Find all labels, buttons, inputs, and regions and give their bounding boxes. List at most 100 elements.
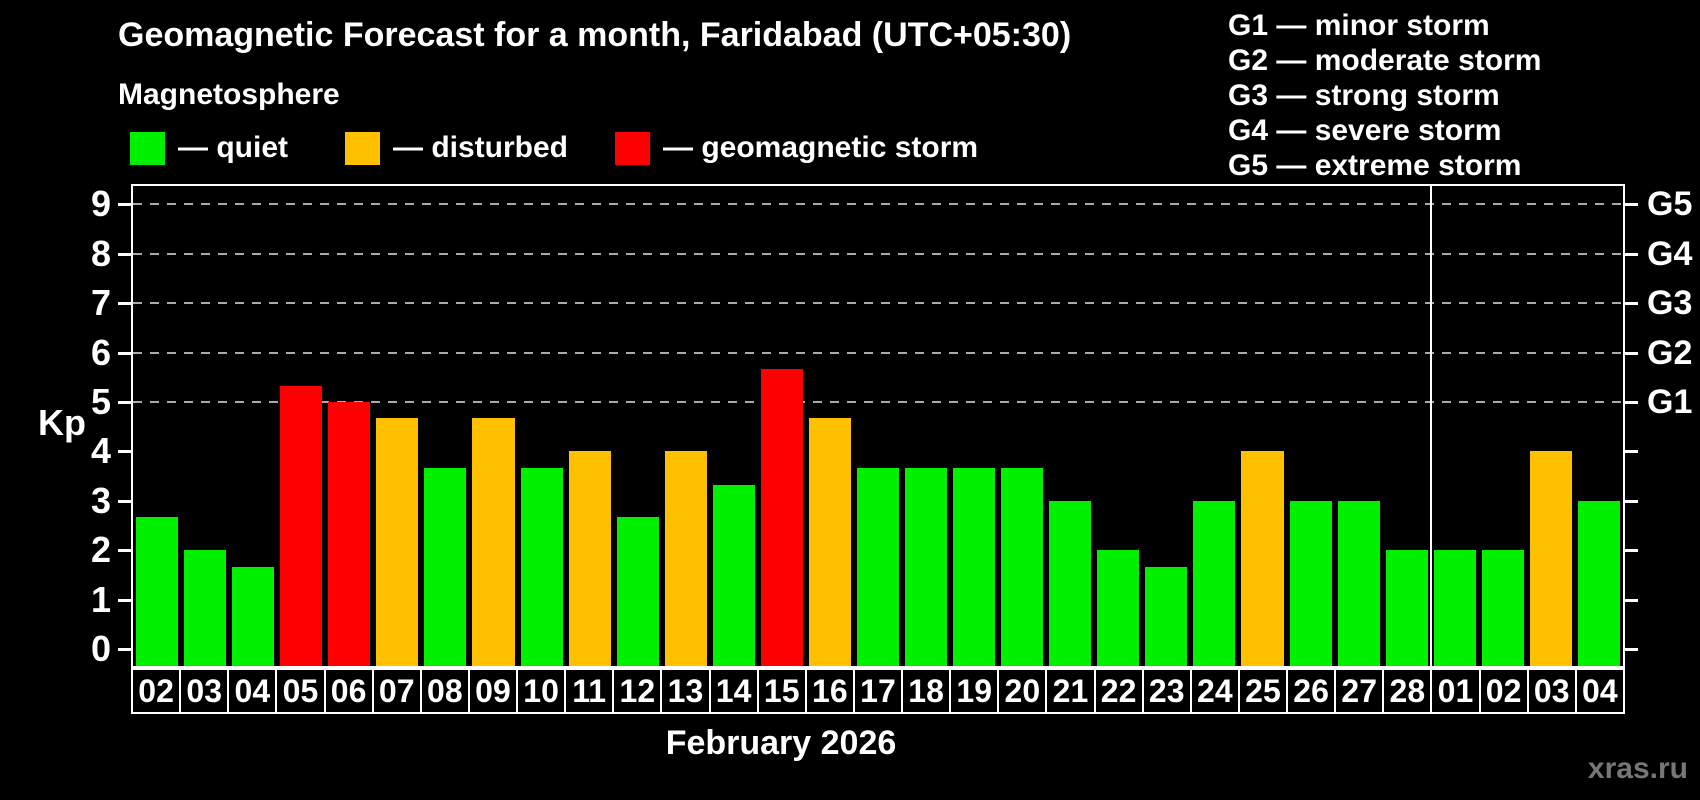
gridline-kp8 [133,252,1623,255]
kp-bar-24 [1193,500,1236,666]
kp-bar-27 [1337,500,1380,666]
right-tick-kp5 [1625,401,1638,404]
kp-bar-15 [760,368,803,666]
month-separator-line [1429,186,1432,666]
right-tick-kp9 [1625,203,1638,207]
date-cell-03-feb: 03 [179,668,230,714]
g4-legend-line: G4 — severe storm [1228,114,1502,147]
g1-legend-line: G1 — minor storm [1228,9,1490,42]
y-tick-label-1: 1 [90,578,111,620]
left-tick-kp2 [118,549,131,553]
kp-bar-03 [184,550,227,666]
kp-bar-06 [328,402,371,666]
kp-bar-14 [712,484,755,666]
g3-legend-line: G3 — strong storm [1228,79,1500,112]
disturbed-color-swatch [345,131,380,165]
date-cell-01-mar: 01 [1430,668,1481,714]
date-cell-20-feb: 20 [997,668,1048,714]
date-cell-12-feb: 12 [612,668,663,714]
kp-bar-03 [1529,451,1572,666]
kp-bar-02 [136,517,179,666]
left-tick-kp9 [118,203,131,207]
date-cell-06-feb: 06 [323,668,374,714]
right-tick-kp7 [1625,302,1638,306]
kp-bar-09 [472,418,515,666]
kp-bar-08 [424,467,467,666]
right-axis-label-G5: G5 [1647,185,1693,224]
y-tick-label-3: 3 [90,479,111,521]
date-cell-02-mar: 02 [1478,668,1529,714]
date-cell-15-feb: 15 [756,668,807,714]
plot-area: 0 1 2 3 4 5 6 7 8 9 G1 G2 G3 G4 G5 [91,184,1692,669]
date-cell-11-feb: 11 [564,668,615,714]
date-cell-25-feb: 25 [1237,668,1288,714]
right-tick-kp3 [1625,499,1638,503]
y-tick-label-6: 6 [90,331,111,373]
kp-bar-04 [1577,500,1620,666]
kp-bar-05 [280,385,323,666]
right-tick-kp6 [1625,351,1638,355]
date-cell-23-feb: 23 [1141,668,1192,714]
kp-bar-25 [1241,451,1284,666]
left-tick-kp6 [118,351,131,355]
storm-color-swatch [615,131,650,165]
kp-bar-13 [664,451,707,666]
date-cell-22-feb: 22 [1093,668,1144,714]
kp-bar-19 [953,467,996,666]
right-axis-label-G4: G4 [1647,234,1693,273]
date-cell-21-feb: 21 [1045,668,1096,714]
y-tick-label-5: 5 [90,381,111,422]
kp-bar-11 [568,451,611,666]
kp-bar-18 [905,467,948,666]
g5-legend-line: G5 — extreme storm [1228,149,1522,182]
left-tick-kp5 [118,401,131,404]
date-cell-13-feb: 13 [660,668,711,714]
right-tick-kp2 [1625,549,1638,553]
gridline-kp7 [133,302,1623,305]
left-tick-kp1 [118,598,131,602]
y-tick-label-4: 4 [90,430,111,472]
kp-bar-23 [1145,566,1188,666]
y-tick-label-0: 0 [90,628,111,669]
kp-bar-12 [616,517,659,666]
storm-scale-legend: G1 — minor storm G2 — moderate storm G3 … [1228,8,1541,183]
right-tick-kp4 [1625,450,1638,454]
left-tick-kp8 [118,252,131,256]
date-cell-10-feb: 10 [516,668,567,714]
date-cell-02-feb: 02 [131,668,182,714]
kp-bar-10 [520,467,563,666]
right-tick-kp1 [1625,598,1638,602]
y-tick-label-7: 7 [90,282,111,324]
kp-bar-17 [856,467,900,666]
date-cell-09-feb: 09 [467,668,518,714]
g2-legend-line: G2 — moderate storm [1228,44,1542,77]
right-axis-label-G2: G2 [1647,333,1693,372]
gridline-kp5 [133,401,1623,403]
kp-bar-21 [1049,500,1092,666]
date-cell-17-feb: 17 [852,668,903,714]
kp-bar-26 [1289,500,1332,666]
date-cell-08-feb: 08 [419,668,470,714]
kp-bar-02 [1481,550,1524,666]
date-cell-19-feb: 19 [949,668,1000,714]
date-cell-05-feb: 05 [275,668,326,714]
month-label: February 2026 [665,724,897,762]
plot-inner [133,186,1623,666]
left-tick-kp3 [118,499,131,503]
date-cell-04-mar: 04 [1574,668,1625,714]
kp-bar-04 [232,566,275,666]
date-cell-16-feb: 16 [804,668,855,714]
legend-label: — geomagnetic storm [663,131,979,164]
gridline-kp9 [133,203,1623,206]
date-cell-18-feb: 18 [901,668,952,714]
kp-bar-28 [1385,550,1428,666]
date-cell-07-feb: 07 [371,668,422,714]
date-cell-28-feb: 28 [1382,668,1433,714]
right-tick-kp8 [1625,252,1638,256]
date-cell-04-feb: 04 [227,668,278,714]
y-axis-label: Kp [38,402,86,443]
plot-frame [131,184,1625,668]
kp-bar-07 [376,418,419,666]
kp-bar-22 [1097,550,1140,666]
watermark: xras.ru [1587,752,1688,785]
